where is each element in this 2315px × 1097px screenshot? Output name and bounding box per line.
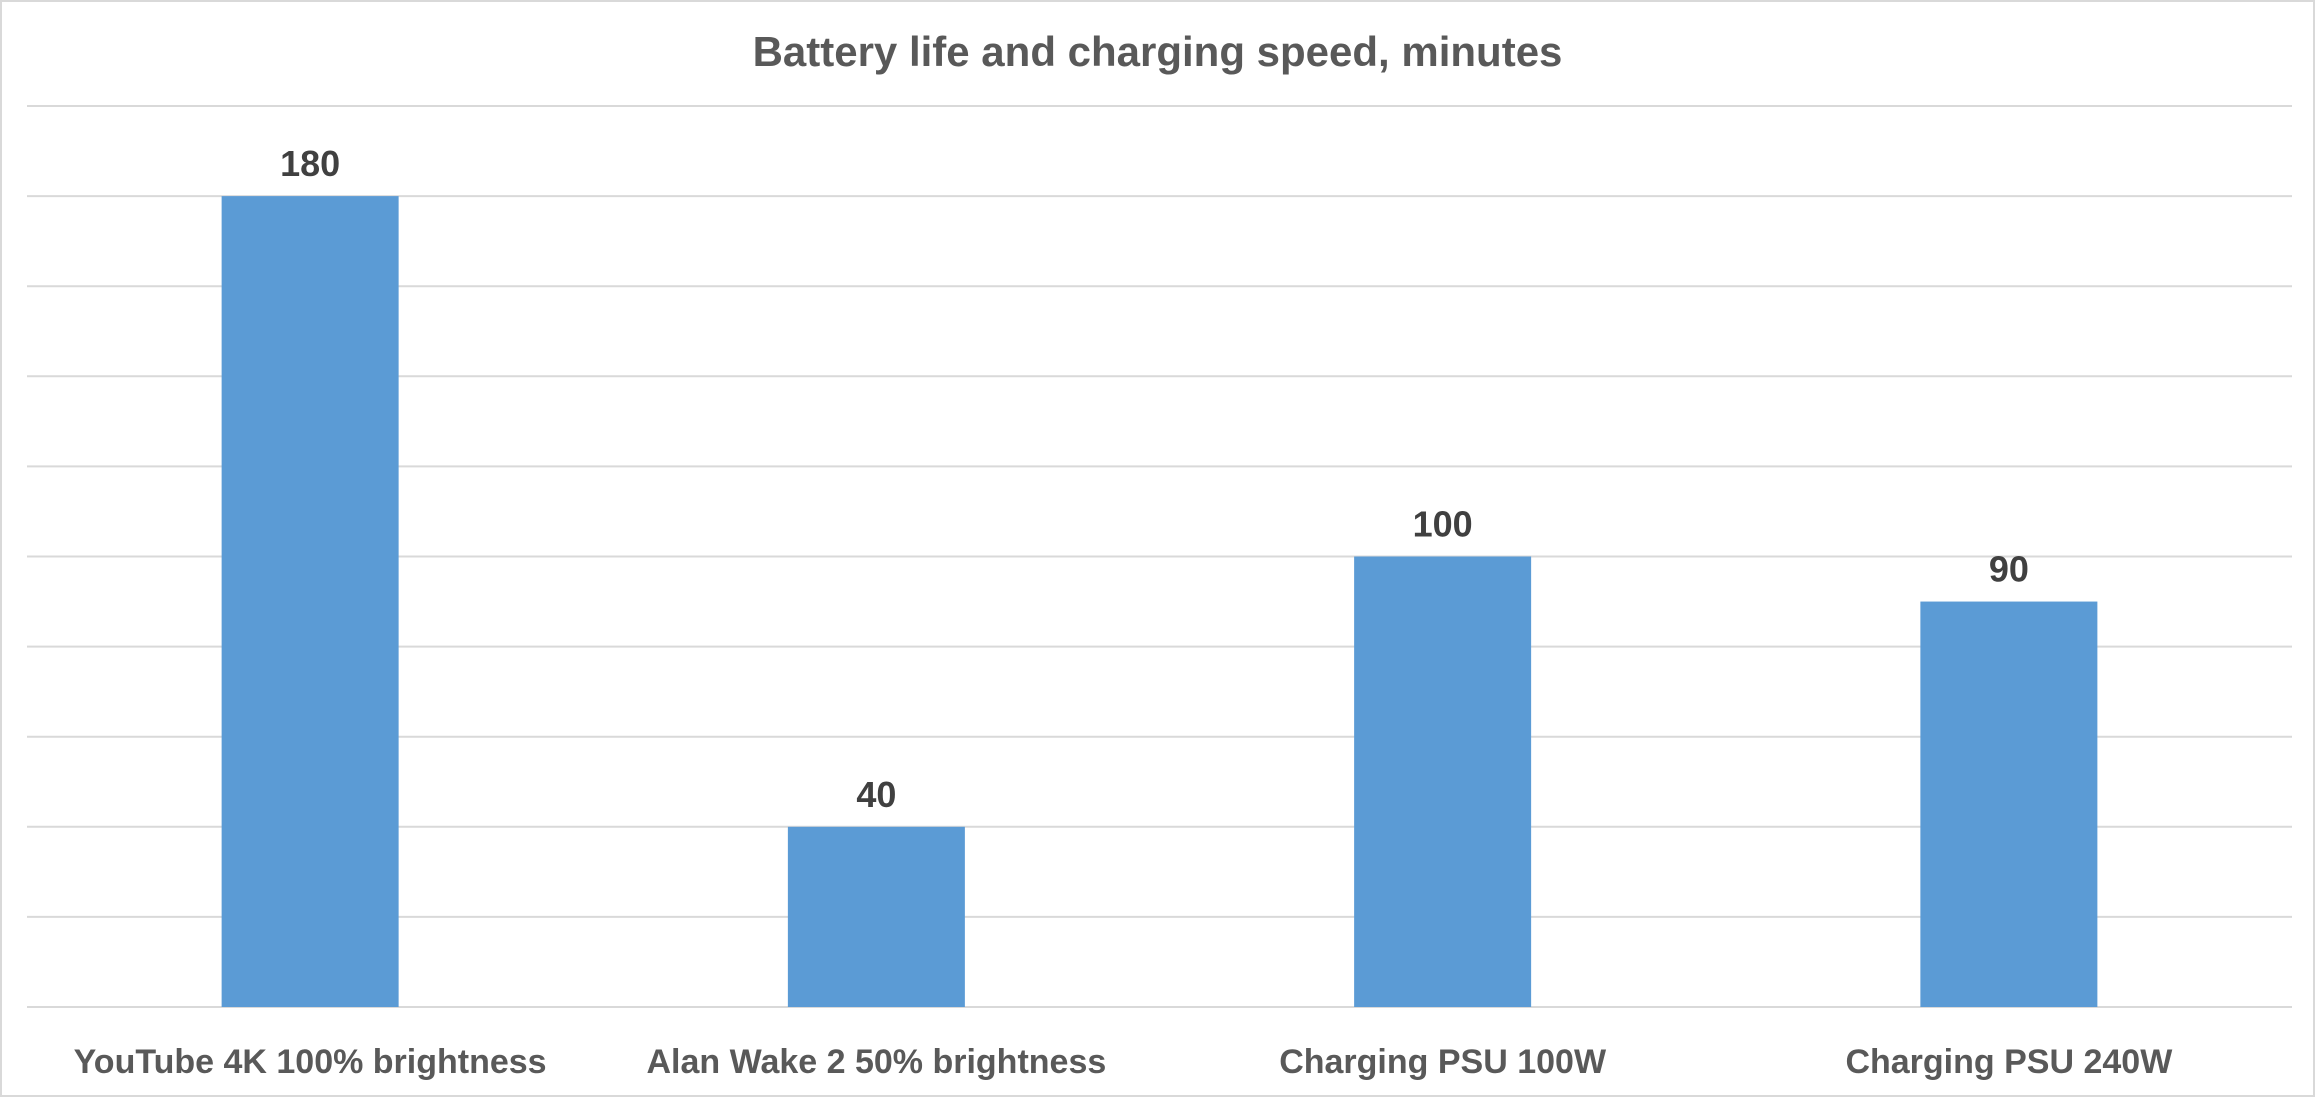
- bar: [221, 196, 399, 1008]
- bars: [221, 196, 2098, 1008]
- data-label: 180: [280, 143, 340, 184]
- category-label: Charging PSU 100W: [1279, 1043, 1607, 1081]
- bar: [787, 826, 965, 1007]
- bar: [1354, 556, 1532, 1007]
- data-labels: 180 40 100 90: [280, 143, 2029, 815]
- data-label: 90: [1989, 549, 2029, 590]
- chart-title: Battery life and charging speed, minutes: [752, 28, 1563, 75]
- category-label: YouTube 4K 100% brightness: [74, 1043, 547, 1081]
- data-label: 40: [856, 774, 896, 815]
- category-labels: YouTube 4K 100% brightness Alan Wake 2 50…: [74, 1043, 2174, 1081]
- gridlines: [27, 105, 2292, 1008]
- data-label: 100: [1413, 504, 1473, 545]
- category-label: Alan Wake 2 50% brightness: [646, 1043, 1106, 1081]
- bar: [1920, 601, 2098, 1007]
- category-label: Charging PSU 240W: [1845, 1043, 2173, 1081]
